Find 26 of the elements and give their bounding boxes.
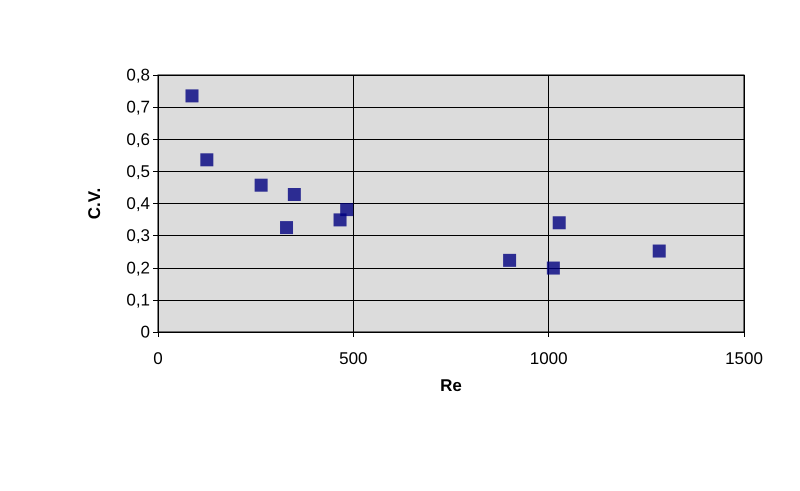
- point: [503, 254, 516, 267]
- x-tick-label: 0: [153, 349, 163, 368]
- point: [340, 203, 354, 216]
- y-tick-label: 0,6: [126, 130, 150, 149]
- x-tick-label: 500: [339, 349, 368, 368]
- y-tick-label: 0,7: [126, 98, 150, 117]
- y-tick-label: 0,5: [126, 162, 150, 181]
- x-tick-label: 1000: [530, 349, 568, 368]
- point: [254, 178, 268, 192]
- y-tick-label: 0,4: [126, 194, 150, 213]
- point: [652, 244, 666, 258]
- y-tick-label: 0,1: [126, 290, 150, 310]
- point: [185, 89, 198, 102]
- point: [288, 188, 301, 202]
- point: [552, 216, 566, 230]
- y-tick-label: 0: [140, 322, 150, 342]
- x-axis-title: Re: [440, 376, 462, 395]
- y-tick-label: 0,8: [126, 66, 150, 84]
- point: [200, 153, 214, 166]
- point: [334, 213, 347, 226]
- y-tick-label: 0,3: [126, 226, 150, 246]
- y-tick-label: 0,2: [126, 258, 150, 278]
- x-tick-label: 1500: [725, 349, 763, 368]
- point: [546, 262, 560, 275]
- point: [280, 221, 294, 234]
- y-axis-title: C.V.: [85, 188, 104, 220]
